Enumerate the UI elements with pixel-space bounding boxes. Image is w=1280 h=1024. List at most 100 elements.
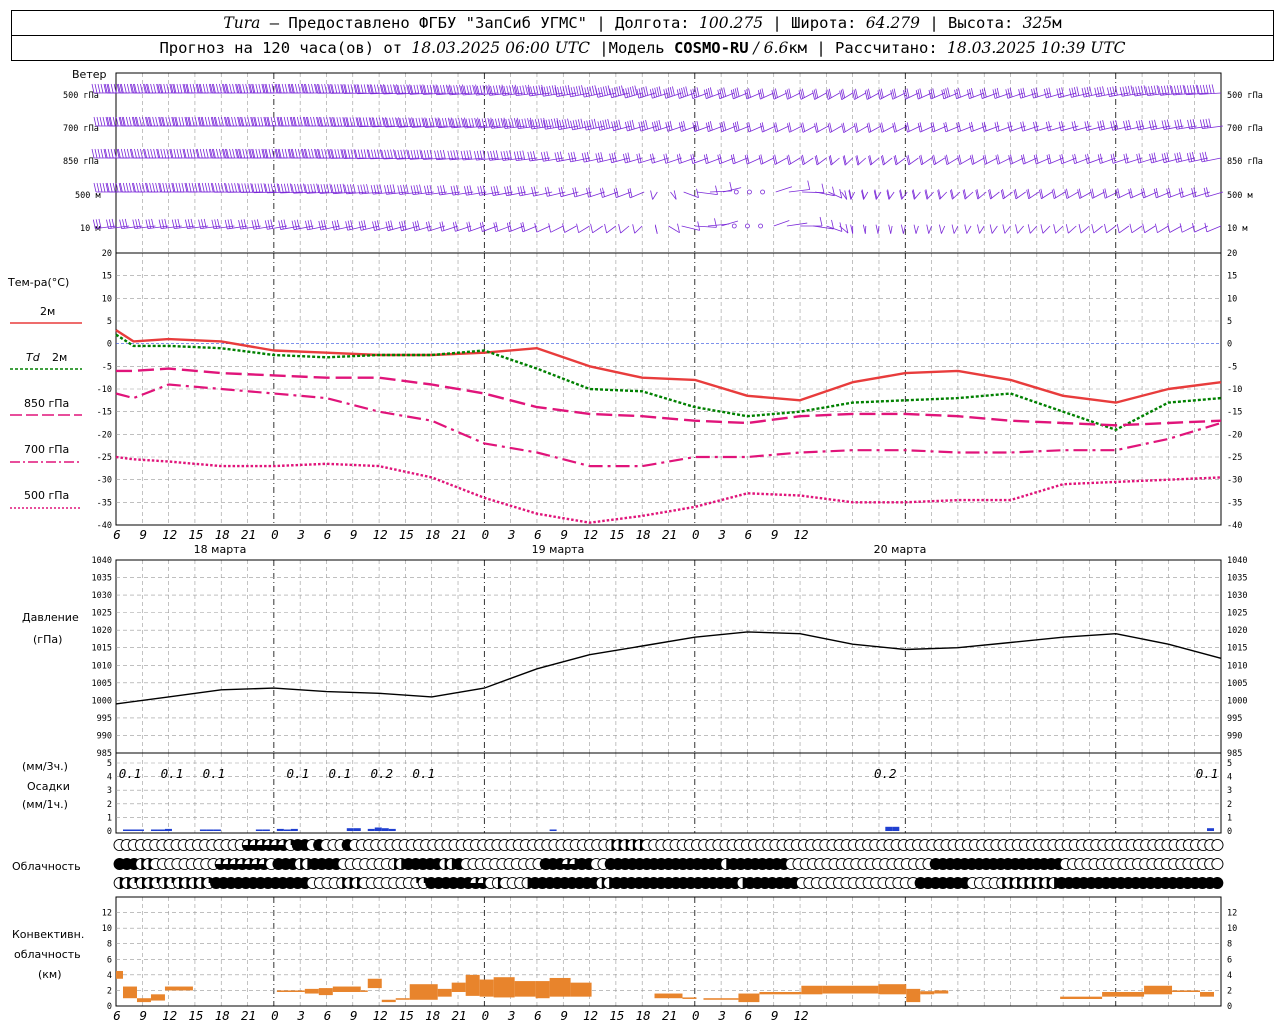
wind-feather <box>615 120 619 130</box>
wind-feather <box>1161 85 1164 96</box>
wind-feather <box>444 117 448 128</box>
wind-feather <box>1154 119 1157 129</box>
wind-shaft <box>1193 191 1210 198</box>
wind-barb <box>1132 85 1156 97</box>
wind-feather <box>185 83 189 94</box>
wind-feather <box>469 150 473 160</box>
wind-feather <box>1010 154 1013 164</box>
wind-shaft <box>489 92 511 96</box>
legend-td-2m: 2м <box>52 351 67 364</box>
wind-shaft <box>522 225 538 233</box>
wind-barb <box>212 116 237 127</box>
wind-feather <box>225 148 228 159</box>
wind-feather <box>673 190 677 200</box>
wind-feather <box>613 120 617 131</box>
cloud-circle <box>1211 838 1224 852</box>
precip-bar <box>262 829 270 831</box>
wind-feather <box>415 117 419 128</box>
wind-feather <box>408 117 412 127</box>
wind-barb <box>93 116 118 127</box>
wind-feather <box>201 116 205 127</box>
wind-feather <box>456 185 459 195</box>
wind-feather <box>403 149 407 159</box>
wind-feather <box>169 83 173 94</box>
wind-feather <box>405 184 409 194</box>
wind-shaft <box>620 225 630 234</box>
wind-barb <box>1203 187 1224 198</box>
wind-feather <box>1166 119 1170 129</box>
legend-td-label: Td <box>26 351 41 364</box>
wind-feather <box>1166 188 1170 198</box>
wind-feather <box>125 116 129 127</box>
wind-feather <box>913 224 917 234</box>
wind-feather <box>1086 86 1090 97</box>
wind-feather <box>521 118 525 129</box>
wind-shaft <box>606 225 617 234</box>
wind-shaft <box>1096 92 1116 98</box>
wind-feather <box>618 86 622 96</box>
wind-barb <box>1077 188 1092 199</box>
wind-feather <box>239 148 243 159</box>
wind-feather <box>524 118 528 128</box>
wind-feather <box>938 189 942 199</box>
wind-feather <box>474 117 478 127</box>
wind-barb <box>1078 224 1090 234</box>
wind-shaft <box>1186 92 1208 96</box>
wind-feather <box>568 152 571 162</box>
wind-barb <box>172 182 197 193</box>
wind-barb <box>354 84 380 95</box>
wind-feather <box>372 221 375 231</box>
wind-shaft <box>455 225 472 232</box>
conv-cloud-bar <box>479 979 494 997</box>
wind-feather <box>855 156 859 166</box>
wind-shaft <box>466 191 487 196</box>
wind-feather <box>437 117 441 127</box>
wind-feather <box>580 118 584 128</box>
wind-feather <box>634 85 638 95</box>
cloud-circle <box>1211 857 1224 871</box>
wind-feather <box>210 182 214 193</box>
wind-feather <box>358 221 362 231</box>
wind-feather <box>304 184 308 194</box>
wind-feather <box>275 148 279 159</box>
wind-barb <box>1196 84 1222 95</box>
wind-feather <box>548 223 552 233</box>
wind-barb <box>854 122 869 133</box>
wind-feather <box>1013 189 1017 199</box>
wind-feather <box>856 155 860 165</box>
wind-feather <box>462 118 466 129</box>
wind-barb <box>1167 223 1182 233</box>
wind-feather <box>842 88 846 98</box>
wind-feather <box>497 118 501 128</box>
wind-feather <box>342 117 346 127</box>
wind-shaft <box>502 157 524 161</box>
wind-feather <box>360 149 364 159</box>
wind-feather <box>160 148 164 159</box>
wind-feather <box>736 87 740 97</box>
wind-barb <box>939 224 946 234</box>
wind-feather <box>431 117 435 127</box>
wind-barb <box>513 84 538 97</box>
wind-feather <box>289 183 293 193</box>
wind-feather <box>281 83 285 94</box>
wind-feather <box>736 121 740 131</box>
wind-shaft <box>894 125 908 133</box>
wind-barb <box>905 122 921 133</box>
wind-feather <box>394 85 398 95</box>
wind-shaft <box>1042 225 1051 234</box>
wind-calm-mark <box>747 189 752 195</box>
wind-feather <box>775 122 779 132</box>
wind-feather <box>308 83 311 94</box>
wind-shaft <box>1151 125 1171 131</box>
wind-feather <box>330 148 334 159</box>
wind-feather <box>947 87 950 97</box>
wind-barb <box>744 154 761 165</box>
wind-feather <box>213 83 216 94</box>
wind-shaft <box>721 220 739 227</box>
wind-feather <box>500 117 504 128</box>
wind-feather <box>96 116 100 127</box>
wind-shaft <box>267 225 288 230</box>
wind-feather <box>994 122 998 132</box>
wind-feather <box>1076 86 1080 96</box>
wind-feather <box>669 120 673 130</box>
